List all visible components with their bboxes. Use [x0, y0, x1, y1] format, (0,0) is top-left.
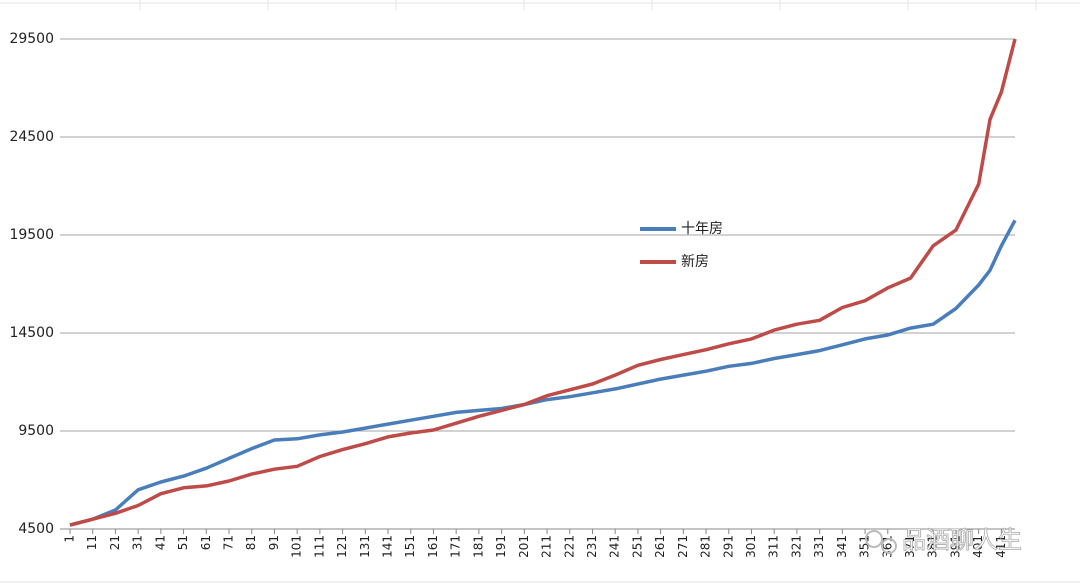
- x-tick-label: 11: [85, 535, 99, 550]
- x-tick-label: 341: [835, 535, 849, 558]
- x-tick-label: 311: [767, 535, 781, 558]
- x-tick-label: 121: [335, 535, 349, 558]
- y-tick-label: 19500: [9, 227, 54, 243]
- y-tick-label: 24500: [9, 129, 54, 145]
- x-tick-label: 211: [540, 535, 554, 558]
- watermark-text: 品酒聊人生: [902, 526, 1022, 554]
- x-tick-label: 1: [63, 535, 77, 543]
- x-tick-label: 351: [858, 535, 872, 558]
- x-tick-label: 111: [312, 535, 326, 558]
- x-tick-label: 291: [721, 535, 735, 558]
- x-tick-label: 271: [676, 535, 690, 558]
- x-tick-label: 91: [267, 535, 281, 550]
- x-tick-label: 181: [471, 535, 485, 558]
- x-tick-label: 301: [744, 535, 758, 558]
- x-tick-label: 41: [153, 535, 167, 550]
- x-tick-label: 381: [926, 535, 940, 558]
- x-tick-label: 31: [131, 535, 145, 550]
- series-line: [69, 219, 1017, 527]
- legend-label: 十年房: [681, 221, 723, 237]
- x-tick-label: 391: [948, 535, 962, 558]
- y-tick-label: 29500: [9, 31, 54, 47]
- x-tick-label: 191: [494, 535, 508, 558]
- x-tick-label: 331: [812, 535, 826, 558]
- x-tick-label: 241: [608, 535, 622, 558]
- x-tick-label: 251: [630, 535, 644, 558]
- x-tick-label: 71: [222, 535, 236, 550]
- x-tick-label: 201: [517, 535, 531, 558]
- x-tick-label: 281: [699, 535, 713, 558]
- y-tick-label: 4500: [18, 521, 54, 537]
- x-tick-label: 221: [562, 535, 576, 558]
- watermark: 品酒聊人生: [865, 526, 1022, 554]
- x-tick-label: 131: [358, 535, 372, 558]
- y-tick-label: 9500: [18, 423, 54, 439]
- x-tick-label: 371: [903, 535, 917, 558]
- x-tick-label: 261: [653, 535, 667, 558]
- x-tick-label: 101: [290, 535, 304, 558]
- x-tick-label: 81: [244, 535, 258, 550]
- x-tick-label: 51: [176, 535, 190, 550]
- series-line: [69, 38, 1017, 527]
- legend-label: 新房: [681, 254, 709, 270]
- x-tick-label: 151: [403, 535, 417, 558]
- x-tick-label: 161: [426, 535, 440, 558]
- x-tick-label: 61: [199, 535, 213, 550]
- x-tick-label: 141: [381, 535, 395, 558]
- x-tick-label: 321: [789, 535, 803, 558]
- x-tick-label: 21: [108, 535, 122, 550]
- x-tick-label: 411: [994, 535, 1008, 558]
- x-tick-label: 401: [971, 535, 985, 558]
- x-tick-label: 171: [449, 535, 463, 558]
- y-tick-label: 14500: [9, 325, 54, 341]
- x-tick-label: 231: [585, 535, 599, 558]
